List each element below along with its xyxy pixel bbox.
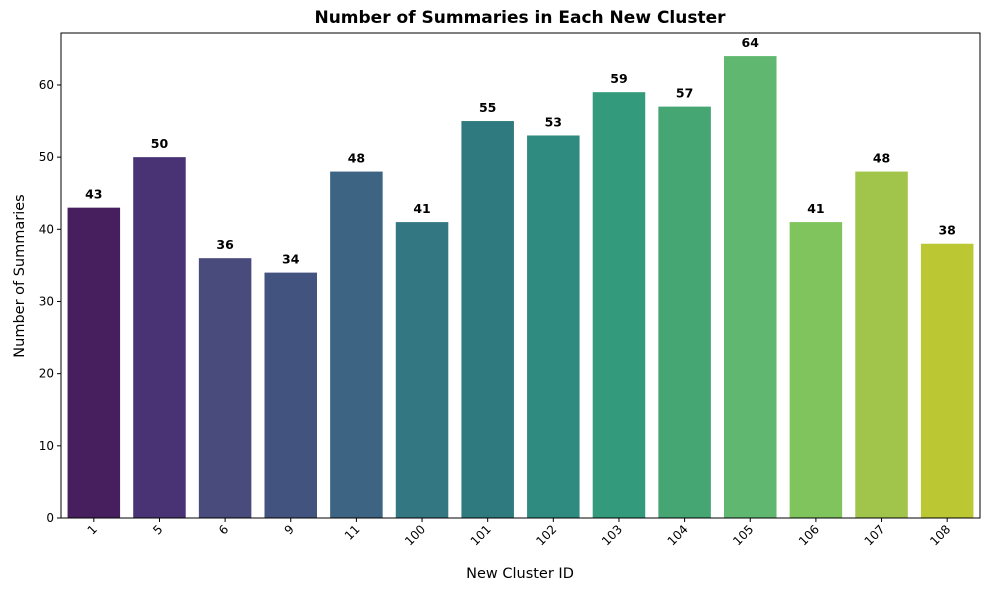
x-tick-label-6: 6 [216, 522, 231, 537]
data-labels-group: 43 50 36 34 48 41 55 53 59 57 64 41 48 38 [85, 35, 956, 267]
bar-106 [789, 222, 843, 518]
bar-6 [198, 258, 252, 518]
data-label-101: 55 [479, 100, 496, 115]
data-label-108: 38 [938, 223, 955, 238]
bar-5 [133, 157, 186, 518]
x-tick-label-102: 102 [533, 522, 559, 548]
y-tick-label-20: 20 [39, 367, 54, 381]
bar-105 [723, 56, 777, 518]
x-tick-label-103: 103 [599, 522, 625, 548]
chart-title: Number of Summaries in Each New Cluster [314, 8, 726, 28]
bar-107 [855, 171, 908, 519]
y-tick-label-0: 0 [46, 511, 54, 525]
bar-1 [67, 207, 121, 518]
y-tick-label-30: 30 [39, 294, 54, 308]
data-label-105: 64 [742, 35, 760, 50]
x-tick-label-101: 101 [468, 522, 494, 548]
data-label-6: 36 [216, 237, 234, 252]
bar-102 [527, 135, 580, 519]
y-axis-label: Number of Summaries [12, 194, 28, 357]
x-axis: 1 5 6 9 11 100 101 102 103 104 105 106 107 108 [85, 518, 953, 548]
x-tick-label-107: 107 [862, 522, 888, 548]
bar-9 [264, 272, 318, 518]
data-label-103: 59 [610, 71, 627, 86]
data-label-106: 41 [807, 201, 824, 216]
y-tick-label-50: 50 [39, 150, 54, 164]
bar-100 [395, 222, 449, 518]
x-tick-label-106: 106 [796, 522, 822, 548]
plot-frame [60, 32, 981, 519]
x-axis-label: New Cluster ID [466, 566, 574, 582]
data-label-11: 48 [348, 151, 365, 166]
data-label-102: 53 [545, 114, 562, 129]
data-label-1: 43 [85, 187, 102, 202]
x-tick-label-108: 108 [927, 522, 953, 548]
bars-group [67, 56, 974, 519]
bar-103 [592, 92, 646, 518]
x-tick-label-9: 9 [282, 522, 297, 537]
bar-11 [330, 171, 383, 519]
y-tick-label-60: 60 [39, 78, 54, 92]
data-label-5: 50 [151, 136, 169, 151]
y-axis: 0 10 20 30 40 50 60 [39, 78, 61, 525]
data-label-104: 57 [676, 86, 693, 101]
data-label-100: 41 [413, 201, 430, 216]
x-tick-label-11: 11 [342, 522, 363, 543]
x-tick-label-100: 100 [402, 522, 428, 548]
x-tick-label-104: 104 [665, 522, 691, 548]
bar-104 [658, 106, 711, 518]
y-tick-label-10: 10 [39, 439, 54, 453]
bar-101 [461, 121, 514, 518]
data-label-9: 34 [282, 252, 300, 267]
bar-108 [920, 243, 974, 518]
y-tick-label-40: 40 [39, 222, 54, 236]
x-tick-label-1: 1 [85, 522, 100, 537]
x-tick-label-105: 105 [730, 522, 756, 548]
x-tick-label-5: 5 [150, 522, 165, 537]
data-label-107: 48 [873, 151, 890, 166]
